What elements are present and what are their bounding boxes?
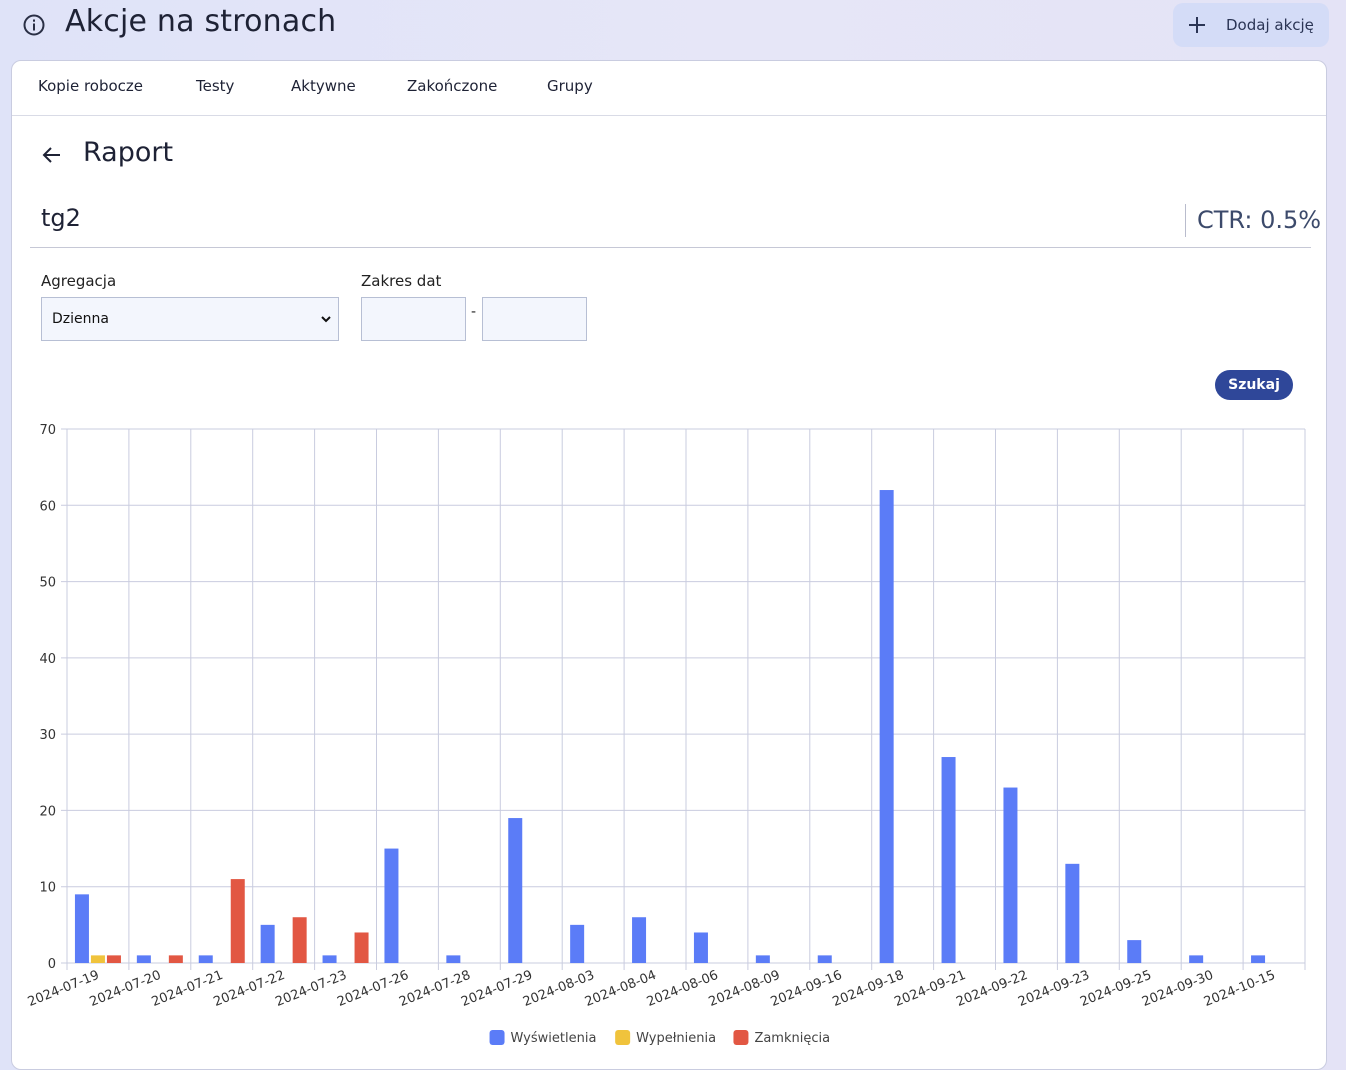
date-range-label: Zakres dat — [361, 272, 442, 290]
action-name: tg2 — [41, 204, 81, 232]
y-tick-label: 70 — [39, 423, 56, 438]
y-tick-label: 10 — [39, 881, 56, 896]
y-tick-label: 20 — [39, 804, 56, 819]
y-tick-label: 30 — [39, 728, 56, 743]
legend-swatch — [489, 1030, 505, 1045]
add-action-button[interactable]: Dodaj akcję — [1173, 3, 1329, 47]
bar — [817, 955, 832, 963]
bar — [570, 924, 585, 963]
bar — [354, 932, 369, 963]
search-button[interactable]: Szukaj — [1215, 370, 1293, 400]
chevron-down-icon — [321, 316, 331, 323]
bar — [106, 955, 121, 963]
bar — [168, 955, 183, 963]
legend-label: Zamknięcia — [754, 1031, 830, 1046]
legend-swatch — [615, 1030, 631, 1045]
date-separator: - — [471, 304, 477, 320]
page-header: Akcje na stronach Dodaj akcję — [0, 0, 1346, 52]
bar — [755, 955, 770, 963]
bar — [508, 818, 523, 963]
legend-swatch — [733, 1030, 749, 1045]
add-action-label: Dodaj akcję — [1226, 16, 1314, 34]
bar — [292, 917, 307, 963]
aggregation-label: Agregacja — [41, 272, 117, 290]
tab-groups[interactable]: Grupy — [547, 77, 593, 95]
plus-icon — [1189, 17, 1205, 33]
date-from-input[interactable] — [361, 297, 466, 341]
tab-active[interactable]: Aktywne — [291, 77, 356, 95]
tab-finished[interactable]: Zakończone — [407, 77, 498, 95]
report-title: Raport — [83, 137, 174, 168]
y-tick-label: 50 — [39, 576, 56, 591]
aggregation-select[interactable]: Dzienna — [41, 297, 339, 341]
bar — [1251, 955, 1266, 963]
bar — [693, 932, 708, 963]
bar — [1065, 863, 1080, 963]
bar — [1189, 955, 1204, 963]
bar — [260, 924, 275, 963]
bar — [1127, 940, 1142, 963]
content-card: Kopie robocze Testy Aktywne Zakończone G… — [11, 60, 1327, 1070]
bar — [74, 894, 89, 963]
bar — [446, 955, 461, 963]
ctr-value: CTR: 0.5% — [1185, 204, 1321, 237]
bar — [632, 917, 647, 963]
bar — [90, 955, 105, 963]
aggregation-value: Dzienna — [52, 311, 109, 327]
bar — [322, 955, 337, 963]
date-to-input[interactable] — [482, 297, 587, 341]
page-title: Akcje na stronach — [65, 4, 337, 39]
bar — [384, 848, 399, 963]
tab-tests[interactable]: Testy — [196, 77, 235, 95]
bar — [941, 757, 956, 963]
y-tick-label: 0 — [48, 957, 56, 972]
divider — [30, 247, 1311, 248]
info-circle-icon[interactable] — [22, 13, 46, 37]
legend-label: Wyświetlenia — [511, 1031, 597, 1046]
bar — [198, 955, 213, 963]
x-tick-label: 2024-10-15 — [1202, 968, 1278, 1010]
bar — [879, 490, 894, 963]
legend-label: Wypełnienia — [636, 1031, 716, 1046]
back-arrow-icon[interactable] — [40, 143, 64, 167]
tab-bar: Kopie robocze Testy Aktywne Zakończone G… — [12, 61, 1326, 116]
bar — [1003, 787, 1018, 963]
tab-drafts[interactable]: Kopie robocze — [38, 77, 144, 95]
bar — [136, 955, 151, 963]
y-tick-label: 40 — [39, 652, 56, 667]
y-tick-label: 60 — [39, 499, 56, 514]
bar — [230, 879, 245, 963]
